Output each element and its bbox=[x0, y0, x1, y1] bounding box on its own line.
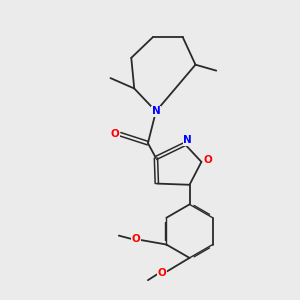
Text: N: N bbox=[152, 106, 160, 116]
Text: O: O bbox=[204, 155, 212, 165]
Text: N: N bbox=[183, 135, 192, 145]
Text: O: O bbox=[131, 234, 140, 244]
Text: O: O bbox=[158, 268, 166, 278]
Text: O: O bbox=[111, 129, 119, 139]
